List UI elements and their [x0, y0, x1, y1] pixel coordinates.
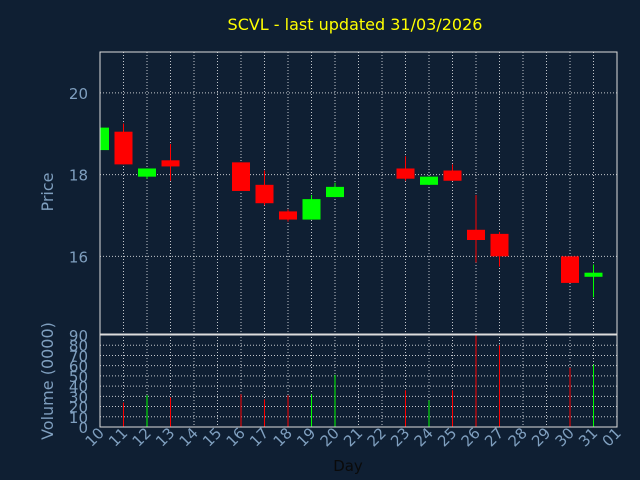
volume-tick-label: 30	[69, 388, 88, 406]
candle-body	[420, 176, 438, 185]
candle-body	[255, 184, 274, 204]
x-axis-label: Day	[333, 457, 363, 475]
candle-body	[232, 162, 250, 191]
candle-body	[326, 186, 344, 198]
volume-tick-label: 60	[69, 358, 88, 376]
volume-tick-label: 90	[69, 327, 88, 345]
candle-body	[490, 233, 509, 257]
candle-body	[100, 127, 109, 151]
volume-tick-label: 10	[69, 409, 88, 427]
volume-panel-frame	[99, 334, 618, 428]
price-axis-label: Price	[38, 172, 57, 211]
candle-body	[114, 131, 133, 165]
price-tick-label: 18	[69, 167, 88, 185]
volume-axis-label: Volume (0000)	[38, 322, 57, 440]
candle-body	[467, 229, 485, 240]
candle-body	[279, 211, 297, 220]
price-tick-label: 20	[69, 85, 88, 103]
candle-body	[161, 160, 180, 167]
volume-tick-label: 70	[69, 347, 88, 365]
chart-title: SCVL - last updated 31/03/2026	[228, 15, 483, 34]
candle-body	[584, 272, 603, 277]
price-tick-label: 16	[69, 248, 88, 266]
candle-body	[138, 168, 156, 177]
volume-bars	[99, 335, 594, 427]
volume-tick-label: 80	[69, 337, 88, 355]
volume-tick-label: 40	[69, 378, 88, 396]
candle-body	[561, 256, 579, 283]
volume-tick-label: 50	[69, 368, 88, 386]
candle-body	[396, 168, 415, 179]
volume-tick-label: 20	[69, 399, 88, 417]
candle-body	[302, 199, 321, 220]
candlesticks	[99, 123, 603, 298]
candle-body	[443, 170, 462, 181]
volume-tick-label: 0	[78, 419, 88, 437]
price-panel-frame	[99, 51, 618, 335]
